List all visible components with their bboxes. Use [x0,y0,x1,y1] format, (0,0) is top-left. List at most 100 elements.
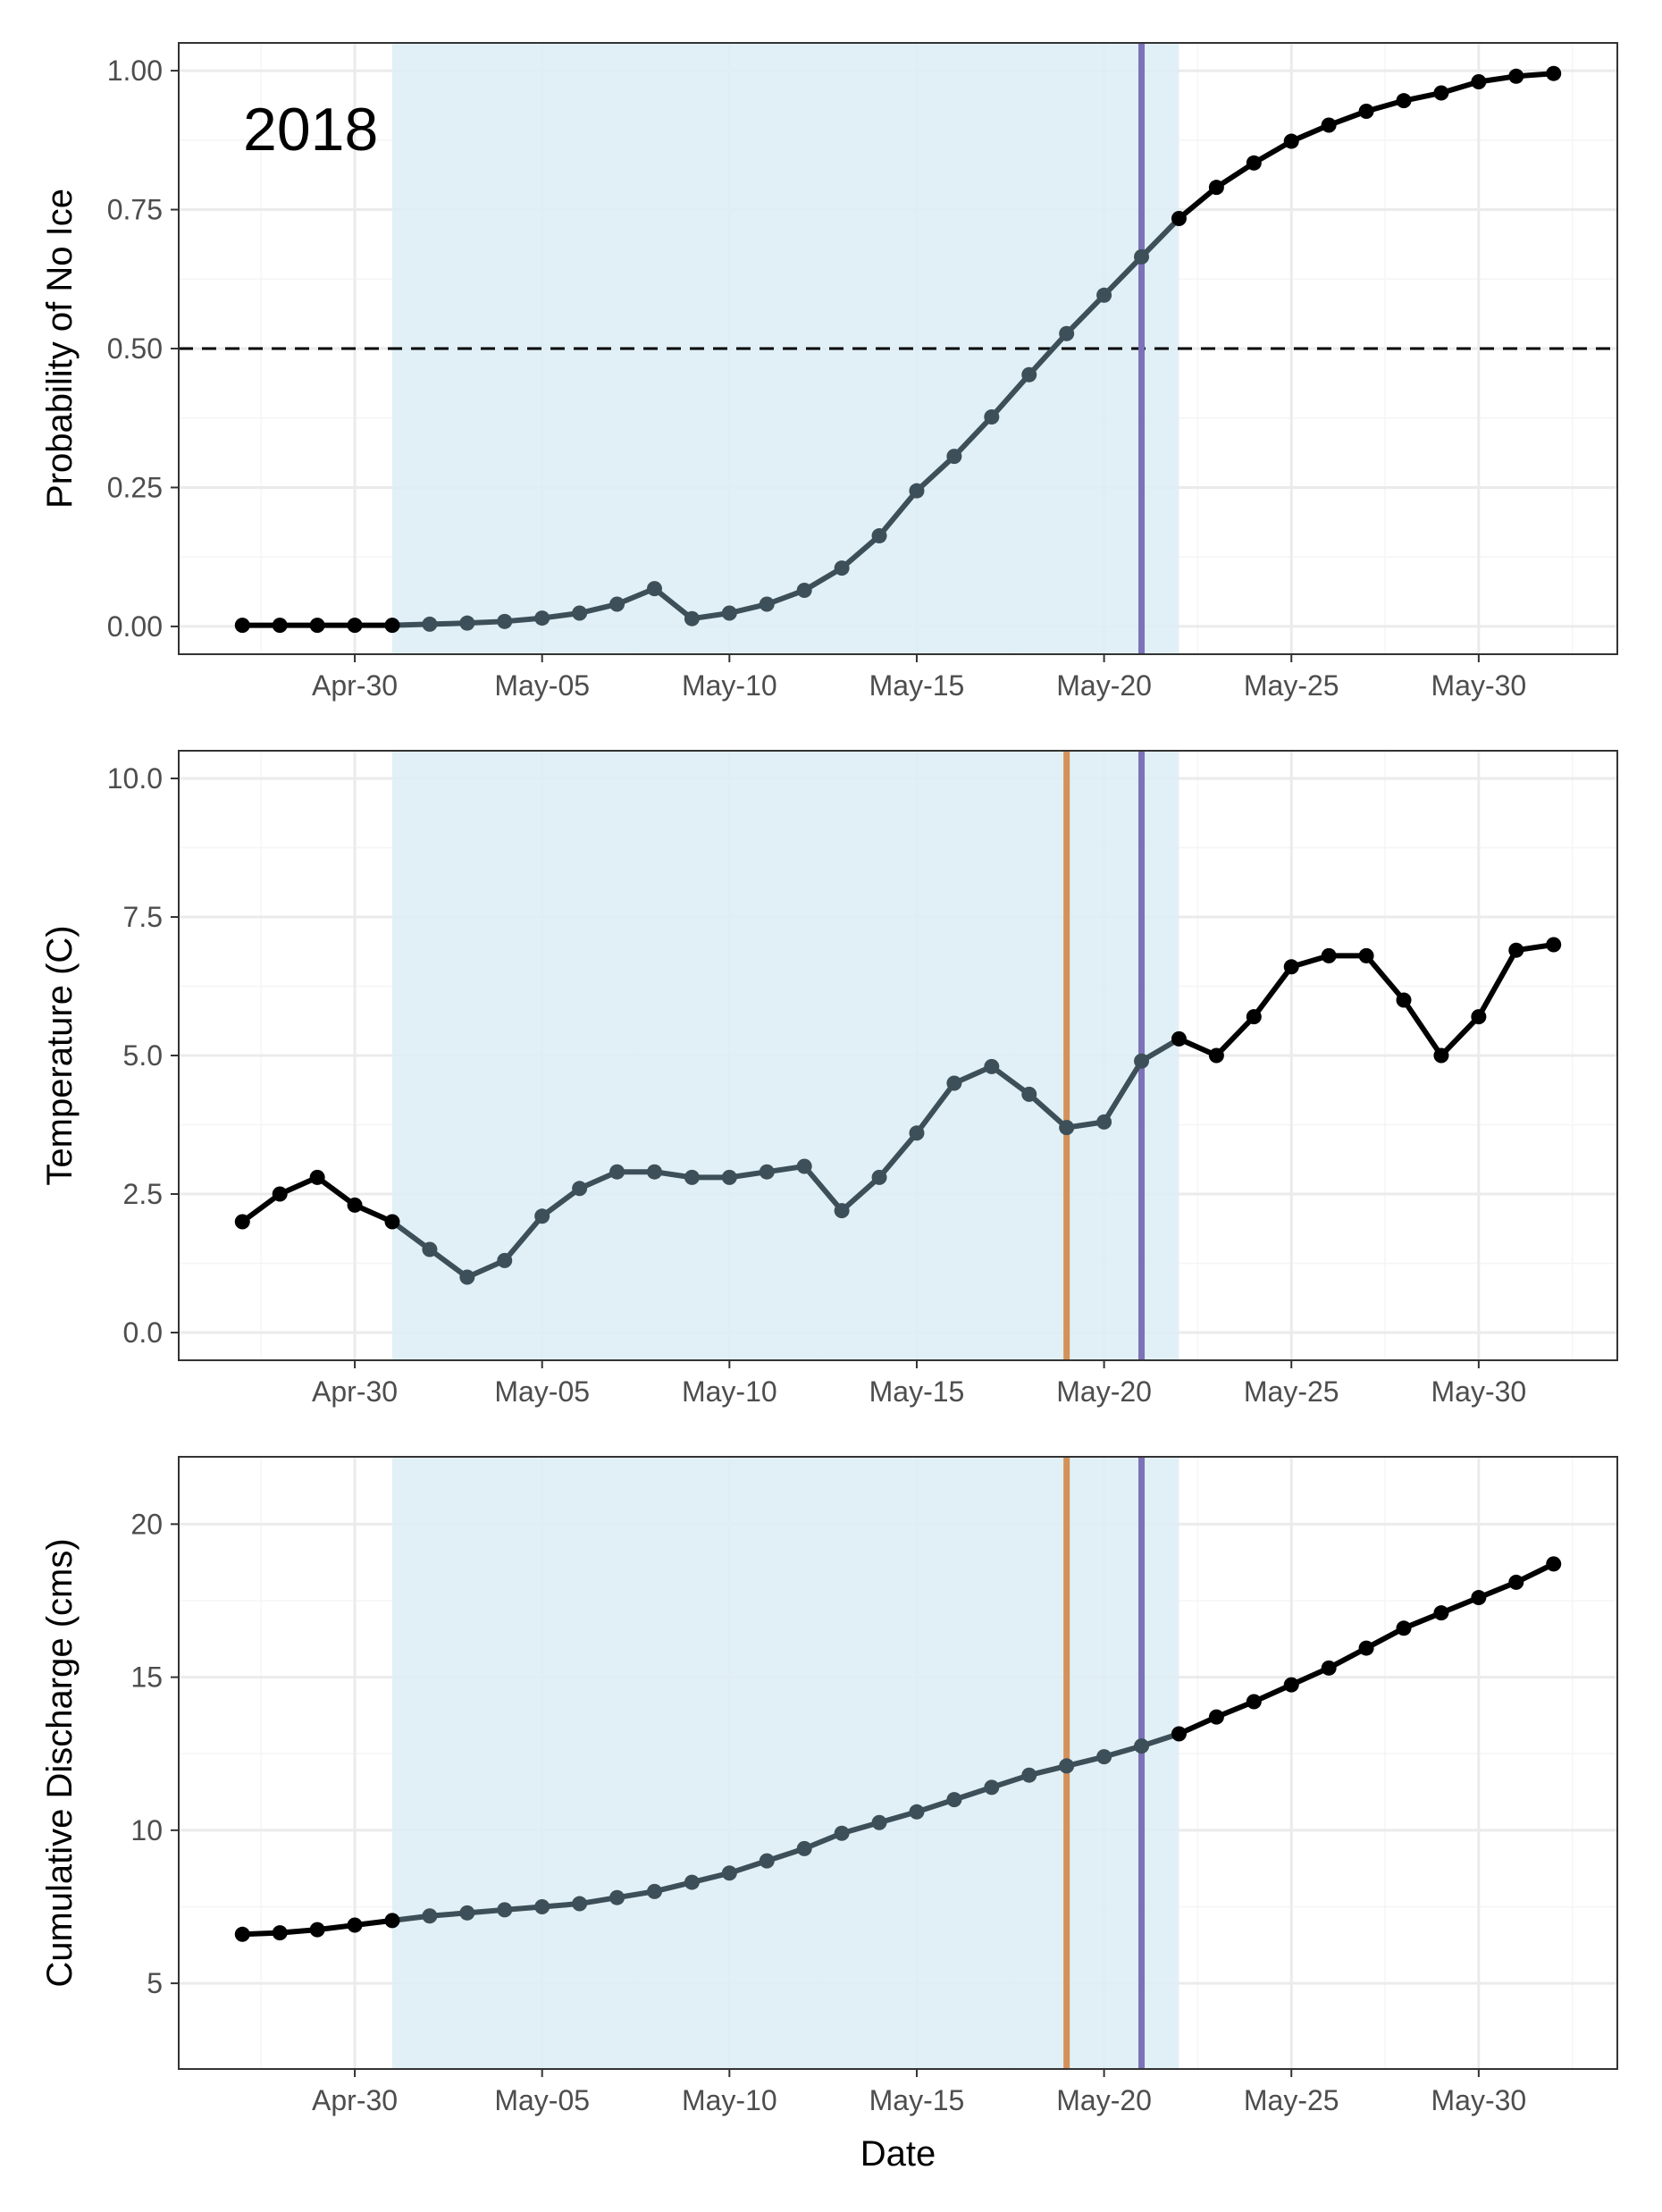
data-point [1508,68,1524,84]
data-point [1021,1767,1037,1783]
data-point [721,1865,737,1881]
data-point [646,1164,662,1180]
data-point [459,1269,475,1285]
series-line-segment [239,1191,283,1224]
panel-border [178,1456,1618,2070]
data-point [1059,325,1075,341]
x-tick-label: May-15 [869,2084,965,2116]
series-line-segment [539,1185,583,1219]
data-point [984,1058,1000,1074]
x-tick-label: May-05 [494,669,590,702]
x-tick-label: May-05 [494,2084,590,2116]
data-point [1246,155,1262,171]
panel-discharge: 5 10 15 20 Apr-30 May-05 May-10 May-15 May-20 May… [40,1456,1618,2174]
series-line-segment [1026,1091,1070,1131]
data-point [534,1898,550,1914]
y-tick-label: 5 [147,1967,163,1999]
data-point [1134,1053,1150,1069]
data-point [234,1214,250,1230]
data-point [1059,1120,1075,1136]
data-point [1471,74,1487,90]
data-point [1321,117,1337,133]
data-point [871,528,887,544]
data-point [1096,1749,1112,1765]
data-point [759,1853,775,1869]
data-point [1396,1620,1412,1636]
data-point [871,1169,887,1185]
x-tick-label: May-10 [682,1375,777,1408]
y-tick-label: 1.00 [107,55,163,87]
series-line-segment [426,1247,470,1280]
x-tick-label: May-15 [869,1375,965,1408]
year-annotation: 2018 [243,96,378,164]
data-point [459,1905,475,1921]
x-tick-label: May-20 [1056,2084,1152,2116]
y-axis-title: Temperature (C) [40,925,80,1185]
series-line-segment [877,1130,919,1181]
data-point [347,1917,363,1933]
data-point [721,605,737,621]
data-point [1096,1114,1112,1130]
data-point [384,618,400,634]
data-point [1059,1758,1075,1774]
x-tick-label: May-25 [1244,2084,1339,2116]
x-tick-label: May-15 [869,669,965,702]
y-tick-label: 10.0 [107,762,163,795]
data-point [534,610,550,627]
data-point [1021,1086,1037,1102]
data-point [272,618,288,634]
series-line-segment [389,1219,432,1252]
series-line-segment [951,414,995,459]
data-point [422,1908,438,1924]
data-point [1508,1574,1524,1590]
data-point [609,1164,625,1180]
series-line-segment [1438,1013,1482,1058]
y-tick-label: 15 [130,1661,163,1694]
data-point [1208,1047,1224,1064]
data-point [646,1883,662,1899]
series-line-segment [877,488,919,539]
data-point [1508,942,1524,958]
x-tick-label: May-30 [1431,1375,1527,1408]
x-axis-title: Date [860,2134,936,2174]
x-tick-label: May-20 [1056,669,1152,702]
x-tick-label: May-30 [1431,2084,1527,2116]
y-tick-label: 2.5 [123,1178,163,1210]
series-line-segment [1138,215,1182,260]
data-point [1433,1605,1449,1621]
data-point [1546,1556,1562,1572]
data-point [684,1874,700,1890]
series-line-segment [802,1164,845,1214]
x-tick-label: Apr-30 [312,2084,398,2116]
panel-temperature: 0.0 2.5 5.0 7.5 10.0 Apr-30 May-05 May-10 May-15… [40,750,1618,1408]
data-point [1171,1726,1187,1742]
data-point [1433,85,1449,101]
y-axis-title: Cumulative Discharge (cms) [40,1538,80,1987]
data-point [497,1252,513,1268]
data-point [1546,937,1562,953]
series-line-segment [1101,254,1145,299]
shaded-period [391,1457,1179,2069]
data-point [459,615,475,631]
series-line-segment [1475,947,1519,1020]
series-line-segment [1213,1013,1257,1058]
y-tick-label: 20 [130,1508,163,1540]
data-point [1208,1709,1224,1725]
y-tick-label: 0.50 [107,332,163,365]
data-point [422,1241,438,1257]
data-point [1321,1660,1337,1676]
data-point [609,596,625,612]
y-tick-label: 7.5 [123,901,163,933]
data-point [721,1169,737,1185]
data-point [946,449,962,465]
data-point [909,1804,925,1820]
data-point [1171,1030,1187,1047]
series-line-segment [988,1064,1032,1098]
data-point [1171,210,1187,226]
data-point [871,1814,887,1830]
x-tick-label: May-05 [494,1375,590,1408]
data-point [572,1896,588,1912]
data-point [234,1926,250,1942]
data-point [309,1922,325,1938]
